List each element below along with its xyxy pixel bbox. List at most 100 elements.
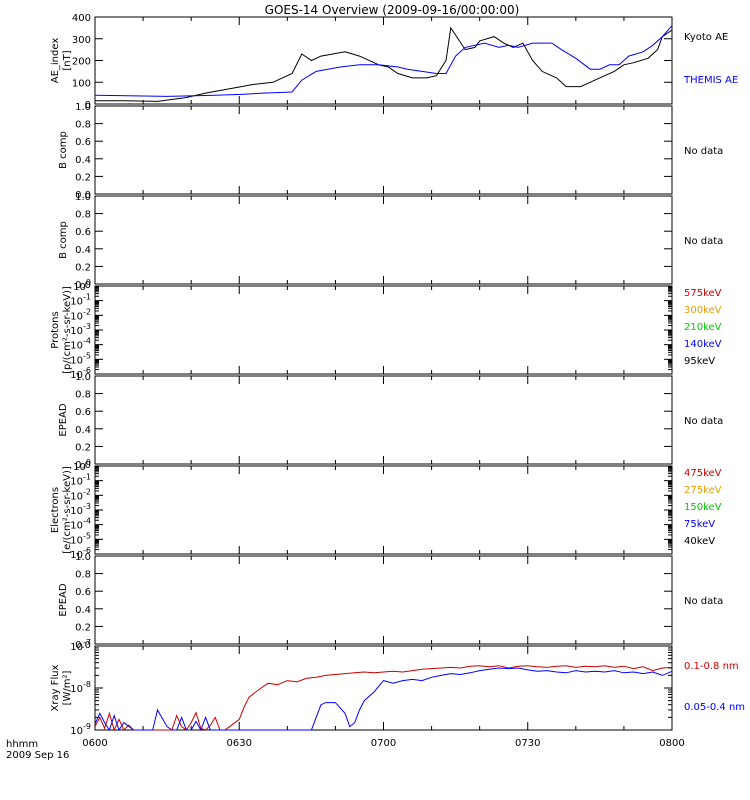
y-tick-label: 0.0 — [75, 280, 91, 291]
x-tick-label: 0630 — [227, 738, 252, 749]
panel-bcomp1: 0.0 0.2 0.4 0.6 0.8 1.0 B comp No data — [58, 102, 723, 201]
x-tick-label: 0800 — [659, 738, 684, 749]
y-tick-label: 0.2 — [75, 262, 91, 273]
y-tick-label: 0.6 — [75, 137, 91, 148]
y-tick-label: 10-3 — [70, 502, 91, 517]
y-tick-label: 0.6 — [75, 227, 91, 238]
x-tick-label: 0700 — [371, 738, 396, 749]
series-line — [95, 26, 673, 102]
y-tick-label: 400 — [72, 13, 91, 24]
y-tick-label: 1.0 — [75, 102, 91, 113]
legend-entry: 40keV — [684, 536, 715, 547]
y-tick-label: 10-7 — [70, 638, 91, 653]
y-axis-label: [nT] — [62, 50, 73, 70]
y-axis-label: Electrons — [50, 487, 61, 533]
y-tick-label: 0.4 — [75, 245, 91, 256]
y-tick-label: 100 — [72, 78, 91, 89]
y-tick-label: 0.6 — [75, 407, 91, 418]
series-line — [94, 665, 673, 732]
y-tick-label: 0.2 — [75, 622, 91, 633]
y-tick-label: 0.0 — [75, 190, 91, 201]
y-tick-label: 10-8 — [70, 680, 91, 695]
series-line — [94, 667, 673, 732]
time-axis-row2-label: 2009 Sep 16 — [6, 750, 69, 761]
y-tick-label: 1.0 — [75, 552, 91, 563]
y-axis-label: [W/m²] — [62, 670, 73, 705]
series-legend-label: 0.1-0.8 nm — [684, 661, 739, 672]
panel-frame — [94, 195, 673, 285]
y-tick-label: 0.4 — [75, 425, 91, 436]
y-tick-label: 0.8 — [75, 570, 91, 581]
legend-entry: 475keV — [684, 468, 722, 479]
y-tick-label: 300 — [72, 35, 91, 46]
y-tick-label: 0.4 — [75, 605, 91, 616]
y-tick-label: 10-4 — [70, 517, 91, 532]
y-tick-label: 10-6 — [70, 546, 91, 561]
y-tick-label: 10-9 — [70, 722, 91, 737]
series-legend-label: THEMIS AE — [683, 75, 738, 86]
y-tick-label: 10-6 — [70, 366, 91, 381]
legend-entry: 150keV — [684, 502, 722, 513]
panel-bcomp2: 0.0 0.2 0.4 0.6 0.8 1.0 B comp No data — [58, 192, 723, 291]
y-tick-label: 0.4 — [75, 155, 91, 166]
series-line — [94, 25, 673, 97]
time-axis-row1-label: hhmm — [6, 739, 38, 750]
x-tick-label: 0600 — [82, 738, 107, 749]
y-axis-label: [e/(cm²-s-sr-keV)] — [62, 466, 73, 554]
y-tick-label: 10-2 — [70, 487, 91, 502]
y-tick-label: 200 — [72, 57, 91, 68]
y-tick-label: 100 — [73, 458, 91, 473]
panel-epead2: 0.0 0.2 0.4 0.6 0.8 1.0 EPEAD No data — [58, 552, 723, 651]
figure-title: GOES-14 Overview (2009-09-16/00:00:00) — [265, 3, 520, 17]
y-tick-label: 0.2 — [75, 172, 91, 183]
panel-frame — [94, 16, 673, 105]
y-axis-label: EPEAD — [58, 403, 69, 437]
y-tick-label: 0.2 — [75, 442, 91, 453]
y-tick-label: 0 — [85, 100, 91, 111]
y-tick-label: 10-2 — [70, 307, 91, 322]
panel-xray: 10-7 10-8 10-9 Xray Flux [W/m²] 0.1-0.8 nm 0.0… — [50, 638, 745, 749]
y-tick-label: 0.6 — [75, 587, 91, 598]
legend-entry: 75keV — [684, 519, 715, 530]
no-data-label: No data — [684, 416, 723, 427]
panel-frame — [94, 465, 673, 555]
no-data-label: No data — [684, 596, 723, 607]
y-tick-label: 100 — [73, 278, 91, 293]
y-axis-label: B comp — [58, 131, 69, 169]
panel-frame — [94, 555, 673, 645]
y-tick-label: 10-5 — [70, 531, 91, 546]
legend-entry: 140keV — [684, 339, 722, 350]
panel-epead1: 0.0 0.2 0.4 0.6 0.8 1.0 EPEAD No data — [58, 372, 723, 471]
panel-frame — [94, 105, 673, 195]
panel-ae: 0 100 200 300 400 AE_index [nT] Kyoto AE THEMIS … — [50, 13, 738, 111]
y-tick-label: 0.8 — [75, 120, 91, 131]
y-tick-label: 10-4 — [70, 337, 91, 352]
series-legend-label: Kyoto AE — [684, 32, 728, 43]
no-data-label: No data — [684, 236, 723, 247]
y-tick-label: 0.0 — [75, 640, 91, 651]
y-tick-label: 1.0 — [75, 192, 91, 203]
y-tick-label: 10-1 — [70, 473, 91, 488]
no-data-label: No data — [684, 146, 723, 157]
series-legend-label: 0.05-0.4 nm — [684, 702, 745, 713]
y-axis-label: Xray Flux — [50, 664, 61, 711]
y-axis-label: [p/(cm²-s-sr-keV)] — [62, 286, 73, 374]
legend-entry: 275keV — [684, 485, 722, 496]
y-tick-label: 10-3 — [70, 322, 91, 337]
panel-frame — [94, 285, 673, 375]
panel-frame — [94, 375, 673, 465]
y-axis-label: EPEAD — [58, 583, 69, 617]
y-tick-label: 0.0 — [75, 460, 91, 471]
legend-entry: 210keV — [684, 322, 722, 333]
y-tick-label: 1.0 — [75, 372, 91, 383]
legend-entry: 300keV — [684, 305, 722, 316]
y-tick-label: 10-5 — [70, 351, 91, 366]
y-tick-label: 0.8 — [75, 210, 91, 221]
y-tick-label: 0.8 — [75, 390, 91, 401]
x-tick-label: 0730 — [515, 738, 540, 749]
y-axis-label: Protons — [50, 311, 61, 348]
legend-entry: 575keV — [684, 288, 722, 299]
y-axis-label: B comp — [58, 221, 69, 259]
